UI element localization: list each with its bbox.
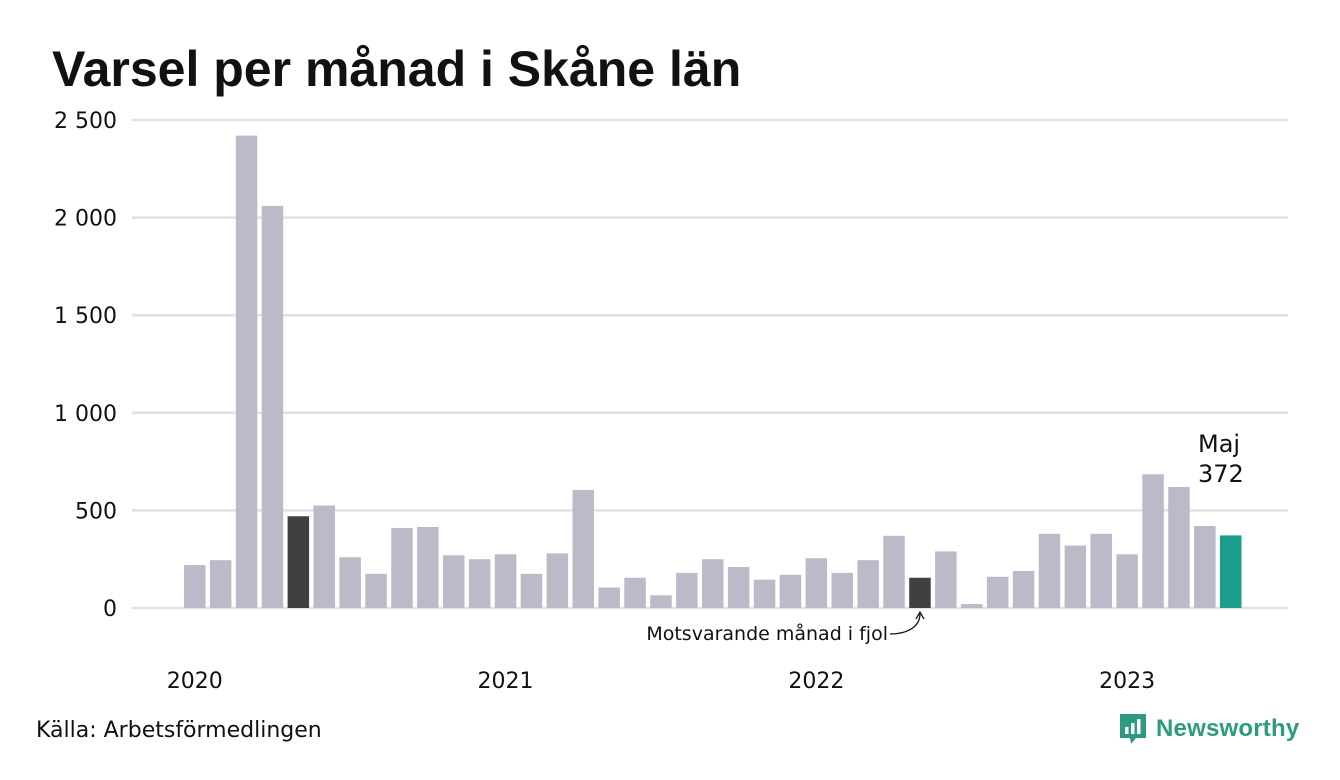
bar	[1116, 554, 1138, 608]
bar	[1220, 535, 1242, 608]
y-tick-label: 1 500	[54, 304, 117, 329]
bar	[598, 587, 620, 608]
y-tick-label: 2 500	[54, 109, 117, 134]
bar	[261, 205, 284, 608]
bar	[209, 560, 232, 608]
bar	[417, 526, 439, 608]
y-tick-label: 2 000	[54, 207, 117, 232]
bar	[1064, 545, 1087, 608]
current-month-label: Maj	[1198, 430, 1240, 458]
bar	[1142, 474, 1164, 608]
bar	[702, 559, 724, 608]
x-year-label: 2020	[167, 669, 223, 694]
bar	[520, 573, 543, 608]
current-value-label: 372	[1198, 460, 1244, 488]
bar	[779, 574, 802, 608]
bars	[184, 135, 1242, 608]
brand-logo: Newsworthy	[1118, 712, 1299, 746]
bar	[572, 489, 594, 608]
bar	[650, 595, 672, 608]
y-tick-label: 1 000	[54, 402, 117, 427]
bar	[909, 577, 931, 608]
bar	[1194, 526, 1216, 608]
bar	[184, 565, 206, 608]
bar	[883, 535, 905, 608]
bar	[235, 135, 258, 608]
bar	[676, 572, 698, 608]
bar	[935, 551, 957, 608]
bar	[546, 553, 569, 608]
bar	[753, 579, 776, 608]
brand-name: Newsworthy	[1156, 715, 1300, 742]
annotation-arrowhead	[915, 610, 925, 620]
bar	[624, 577, 646, 608]
chart-title: Varsel per månad i Skåne län	[52, 41, 742, 97]
bar	[494, 554, 517, 608]
bar	[365, 573, 387, 608]
bar	[857, 560, 879, 608]
bar	[986, 576, 1009, 608]
x-year-label: 2021	[478, 669, 534, 694]
bar	[468, 559, 491, 608]
bar	[339, 557, 361, 608]
bar	[1168, 486, 1190, 608]
bar	[961, 604, 983, 608]
bar	[287, 516, 310, 608]
bar	[1012, 570, 1035, 608]
bar	[313, 505, 335, 608]
bar	[805, 558, 828, 608]
x-year-label: 2022	[788, 669, 844, 694]
bar	[1038, 533, 1061, 608]
bar	[831, 572, 853, 608]
y-axis-tick-labels: 0 500 1 000 1 500 2 000 2 500	[54, 109, 117, 622]
annotation-label: Motsvarande månad i fjol	[646, 622, 888, 645]
y-tick-label: 0	[103, 597, 117, 622]
x-year-label: 2023	[1099, 669, 1155, 694]
bar	[391, 527, 413, 608]
annotation-arrow	[889, 613, 921, 635]
newsworthy-logo-icon	[1120, 714, 1146, 744]
y-tick-label: 500	[75, 499, 117, 524]
source-note: Källa: Arbetsförmedlingen	[36, 718, 322, 743]
bar	[443, 555, 465, 608]
x-axis-year-labels: 2020 2021 2022 2023	[167, 669, 1155, 694]
bar	[1090, 533, 1112, 608]
bar	[727, 567, 750, 608]
